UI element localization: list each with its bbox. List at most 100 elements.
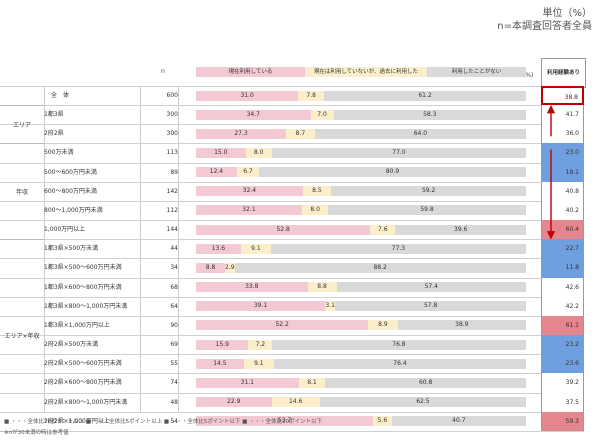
bar-segment: 14.6 xyxy=(271,397,320,408)
row-label: 600～800万円未満 xyxy=(44,187,97,195)
bar-segment: 88.2 xyxy=(234,262,526,273)
bar-segment: 2.9 xyxy=(225,262,235,273)
bar-segment: 15.0 xyxy=(196,147,246,158)
bar-segment: 39.6 xyxy=(395,224,526,235)
group-divider xyxy=(0,143,44,145)
bar-segment: 62.5 xyxy=(319,397,526,408)
bar-segment: 53.7 xyxy=(196,416,374,427)
row-n-value: 34 xyxy=(170,264,178,272)
bar-segment: 27.3 xyxy=(196,128,287,139)
bar-segment: 59.8 xyxy=(328,205,526,216)
bar-segment: 76.4 xyxy=(273,358,526,369)
row-label: 2府2県×600～800万円未満 xyxy=(44,379,122,387)
legend-item: 現在は利用していないが、過去に利用した xyxy=(304,67,427,77)
row-divider xyxy=(0,200,584,202)
bar-segment: 32.4 xyxy=(196,186,303,197)
bar-segment: 8.7 xyxy=(286,128,315,139)
row-label: 500万未満 xyxy=(44,149,74,157)
group-label: エリア×年収 xyxy=(4,333,40,341)
group-divider xyxy=(0,105,44,107)
bar-segment: 57.8 xyxy=(335,301,526,312)
row-label: 800～1,000万円未満 xyxy=(44,206,103,214)
bar-segment: 59.2 xyxy=(330,186,527,197)
experience-value: 23.0 xyxy=(541,143,584,163)
base-label: n=本調査回答者全員 xyxy=(497,21,592,32)
bar-segment: 3.1 xyxy=(325,301,336,312)
bar-segment: 7.2 xyxy=(248,339,273,350)
row-label: 500～600万円未満 xyxy=(44,168,97,176)
bar-segment: 58.3 xyxy=(333,109,526,120)
row-label: 2府2県 xyxy=(44,130,64,138)
row-divider xyxy=(0,354,584,356)
bar-segment: 8.8 xyxy=(196,262,226,273)
unit-label: 単位（%） xyxy=(542,8,592,19)
column-divider xyxy=(140,86,141,412)
row-divider xyxy=(0,105,584,107)
legend-item: 現在利用している xyxy=(196,67,305,77)
legend-item: 利用したことがない xyxy=(427,67,526,77)
group-divider xyxy=(0,239,44,241)
experience-value: 40.8 xyxy=(541,181,584,201)
row-divider xyxy=(0,411,584,413)
column-divider xyxy=(44,86,45,412)
row-n-value: 90 xyxy=(170,321,178,329)
row-n-value: 55 xyxy=(170,360,178,368)
row-n-value: 48 xyxy=(170,398,178,406)
row-divider xyxy=(0,162,584,164)
row-n-value: 142 xyxy=(166,187,178,195)
bar-segment: 14.5 xyxy=(196,358,244,369)
bar-segment: 8.9 xyxy=(368,320,398,331)
bar-segment: 57.4 xyxy=(336,282,526,293)
experience-value: 37.5 xyxy=(541,392,584,412)
experience-value: 39.2 xyxy=(541,373,584,393)
experience-value: 42.2 xyxy=(541,296,584,316)
bar-segment: 8.0 xyxy=(245,147,272,158)
row-divider xyxy=(0,239,584,241)
bar-segment: 40.7 xyxy=(391,416,526,427)
bar-segment: 8.0 xyxy=(301,205,329,216)
experience-value: 22.7 xyxy=(541,239,584,259)
experience-header: 利用経験あり xyxy=(541,58,586,88)
bar-segment: 77.0 xyxy=(271,147,526,158)
experience-value: 19.1 xyxy=(541,162,584,182)
row-n-value: 113 xyxy=(166,149,178,157)
percent-header: (%) xyxy=(523,72,534,79)
experience-value: 40.2 xyxy=(541,200,584,221)
group-label: 年収 xyxy=(15,189,28,197)
row-label: 全 体 xyxy=(50,92,69,99)
footnote-legend: ■ ・・・全体比10ポイント以上 ■ ・・・全体比5ポイント以上 ■ ・・・全体… xyxy=(4,419,323,425)
row-n-value: 300 xyxy=(166,111,178,119)
row-label: 2府2県×800～1,000万円未満 xyxy=(44,398,128,406)
row-divider xyxy=(0,430,584,432)
bar-segment: 12.4 xyxy=(196,167,237,178)
bar-segment: 32.1 xyxy=(196,205,302,216)
row-n-value: 300 xyxy=(166,130,178,138)
row-divider xyxy=(0,335,584,337)
bar-segment: 38.9 xyxy=(397,320,526,331)
bar-segment: 31.0 xyxy=(196,90,299,101)
bar-segment: 8.5 xyxy=(302,186,331,197)
row-divider xyxy=(0,315,584,317)
row-label: 1都3県×800～1,000万円未満 xyxy=(44,302,128,310)
row-divider xyxy=(0,296,584,298)
row-n-value: 64 xyxy=(170,302,178,310)
row-divider xyxy=(0,258,584,260)
bar-segment: 52.8 xyxy=(196,224,371,235)
experience-value: 36.0 xyxy=(541,124,584,144)
row-label: 1都3県×1,000万円以上 xyxy=(44,321,110,329)
bar-segment: 7.6 xyxy=(370,224,396,235)
experience-value: 42.6 xyxy=(541,277,584,297)
experience-value: 38.8 xyxy=(541,86,584,106)
row-divider xyxy=(0,86,584,87)
bar-segment: 64.0 xyxy=(314,128,526,139)
row-n-value: 69 xyxy=(170,341,178,349)
bar-segment: 76.8 xyxy=(272,339,526,350)
bar-segment: 31.1 xyxy=(196,377,299,388)
bar-segment: 5.6 xyxy=(373,416,392,427)
row-n-value: 89 xyxy=(170,168,178,176)
comparison-arrows xyxy=(546,104,556,240)
bar-segment: 7.8 xyxy=(298,90,325,101)
row-divider xyxy=(0,373,584,375)
column-divider xyxy=(178,86,179,412)
bar-segment: 22.9 xyxy=(196,397,272,408)
